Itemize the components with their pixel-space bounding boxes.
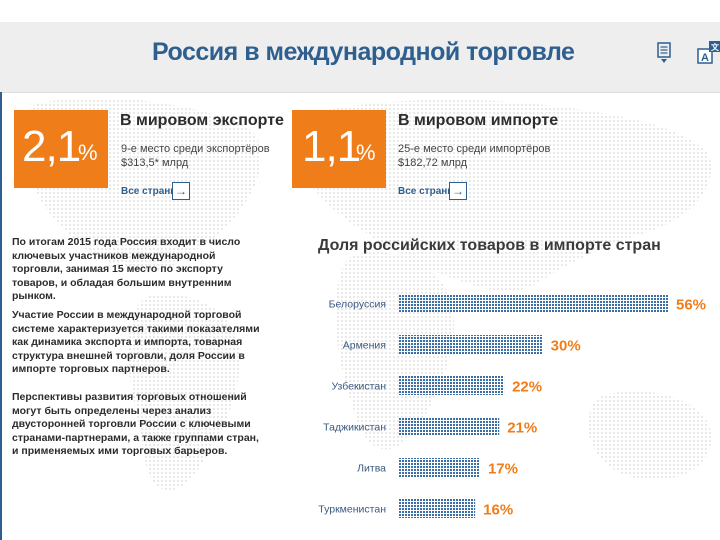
export-pct-sign: %: [78, 140, 98, 165]
chart-title: Доля российских товаров в импорте стран: [318, 237, 661, 254]
page-header: Россия в международной торговле A 文: [0, 22, 720, 93]
export-volume: $313,5* млрд: [121, 157, 189, 169]
arrow-right-icon: →: [452, 184, 464, 198]
export-rank: 9-е место среди экспортёров: [121, 143, 270, 155]
bar: [398, 335, 543, 354]
bar: [398, 417, 500, 436]
bar: [398, 458, 480, 477]
export-all-countries-link[interactable]: Все страны: [121, 186, 179, 197]
bar-value-label: 56%: [676, 297, 706, 314]
document-icon[interactable]: [657, 42, 671, 64]
import-title: В мировом импорте: [398, 112, 559, 129]
export-pct-value: 2,1: [22, 122, 81, 171]
import-volume: $182,72 млрд: [398, 157, 468, 169]
bar-value-label: 17%: [488, 461, 518, 478]
bar-value-label: 30%: [551, 338, 581, 355]
bar-category-label: Литва: [357, 463, 386, 475]
import-arrow-button[interactable]: →: [449, 182, 467, 200]
arrow-right-icon: →: [175, 184, 187, 198]
import-share-bar-chart: Белоруссия 56% Армения 30% Узбекистан 22% Тадж…: [318, 294, 706, 519]
bar-category-label: Туркменистан: [318, 504, 386, 516]
export-arrow-button[interactable]: →: [172, 182, 190, 200]
import-all-countries-link[interactable]: Все страны: [398, 186, 456, 197]
bar-value-label: 16%: [483, 502, 513, 519]
svg-text:A: A: [701, 52, 709, 64]
paragraph-intro: По итогам 2015 года Россия входит в числ…: [12, 236, 241, 302]
export-title: В мировом экспорте: [120, 112, 284, 129]
language-icon[interactable]: A 文: [697, 40, 720, 66]
bar-value-label: 22%: [512, 379, 542, 396]
import-pct-sign: %: [356, 140, 376, 165]
paragraph-participation: Участие России в международной торговой …: [12, 309, 260, 375]
svg-text:文: 文: [711, 42, 720, 52]
bar-category-label: Армения: [343, 340, 386, 352]
bar-category-label: Узбекистан: [331, 381, 386, 393]
import-pct-value: 1,1: [302, 122, 361, 171]
bar-value-label: 21%: [507, 420, 537, 437]
bar-category-label: Таджикистан: [323, 422, 386, 434]
left-accent-line: [0, 92, 2, 540]
import-pct-box: 1,1 %: [292, 110, 386, 188]
import-rank: 25-е место среди импортёров: [398, 143, 551, 155]
bar: [398, 294, 668, 313]
bar: [398, 376, 505, 395]
bar: [398, 499, 476, 518]
page-title: Россия в международной торговле: [152, 38, 575, 66]
export-pct-box: 2,1 %: [14, 110, 108, 188]
paragraph-prospects: Перспективы развития торговых отношений …: [12, 391, 259, 457]
bar-category-label: Белоруссия: [329, 299, 386, 311]
